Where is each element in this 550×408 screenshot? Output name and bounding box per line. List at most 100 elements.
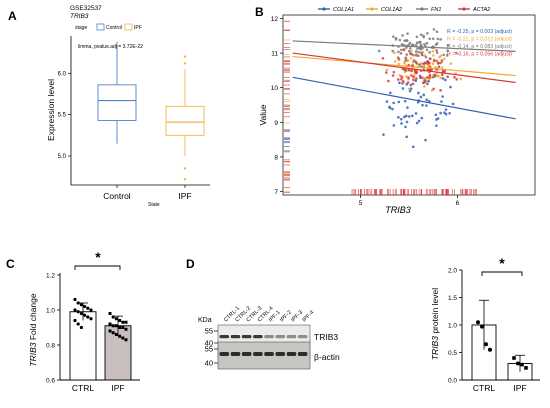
scatter-point-col1a1 xyxy=(443,78,447,82)
data-point-ctrl xyxy=(73,297,77,302)
scatter-point-col1a2 xyxy=(405,75,408,79)
scatter-point-fn1 xyxy=(419,33,423,36)
plot-frame-b xyxy=(282,14,536,196)
scatter-point-col1a1 xyxy=(434,113,438,117)
scatter-point-acta2 xyxy=(397,58,401,61)
scatter-point-fn1 xyxy=(414,43,418,47)
limma-annotation: limma, pvalue.adj = 3.72E-22 xyxy=(78,44,143,50)
y-tick-label-d: 1.5 xyxy=(448,295,457,302)
scatter-point-col1a2 xyxy=(393,51,396,55)
data-point-ctrl xyxy=(79,303,83,307)
scatter-point-col1a1 xyxy=(409,83,413,87)
data-point-ipf xyxy=(520,362,524,367)
legend-key-dot-acta2 xyxy=(462,7,466,11)
scatter-point-fn1 xyxy=(400,48,403,52)
ticks-b: 7 8 9 10 11 12 5 6 xyxy=(271,16,460,207)
x-tick-label-d: IPF xyxy=(513,383,526,393)
legend-key-dot-col1a1 xyxy=(322,7,326,11)
box-ipf xyxy=(165,105,205,136)
scatter-point-col1a1 xyxy=(422,93,426,97)
scatter-point-acta2 xyxy=(401,79,405,83)
lane-labels: CTRL-1CTRL-2CTRL-3CTRL-4IPF-1IPF-2IPF-3I… xyxy=(223,306,315,324)
scatter-point-fn1 xyxy=(428,37,432,41)
scatter-point-col1a2 xyxy=(410,49,413,53)
scatter-point-col1a1 xyxy=(385,100,389,103)
fit-line-fn1 xyxy=(292,40,516,52)
scatter-point-col1a1 xyxy=(419,95,423,99)
scatter-point-fn1 xyxy=(455,51,458,55)
scatter-point-acta2 xyxy=(410,74,413,77)
scatter-point-fn1 xyxy=(401,34,404,37)
y-axis-title-d-gene: TRIB3 xyxy=(430,336,440,360)
legend-key-dot-col1a2 xyxy=(370,7,374,11)
data-point-ctrl xyxy=(484,342,488,347)
x-tick-label-c: CTRL xyxy=(72,383,94,393)
band-beta-actin xyxy=(264,352,274,356)
scatter-point-fn1 xyxy=(394,38,398,41)
scatter-point-acta2 xyxy=(437,65,441,69)
data-point-ipf xyxy=(118,326,122,329)
scatter-point-fn1 xyxy=(435,30,439,33)
scatter-point-acta2 xyxy=(415,77,418,80)
scatter-point-fn1 xyxy=(417,54,420,58)
data-point-ipf xyxy=(111,331,115,335)
fit-lines-b xyxy=(292,40,516,120)
scatter-point-col1a1 xyxy=(435,118,438,121)
fit-line-acta2 xyxy=(292,52,516,84)
legend-label-fn1: FN1 xyxy=(431,7,441,13)
scatter-point-acta2 xyxy=(433,58,436,62)
scatter-point-col1a2 xyxy=(423,85,426,88)
y-tick-label-a: 5.5 xyxy=(58,113,67,119)
scatter-point-acta2 xyxy=(412,78,415,82)
data-point-ipf xyxy=(114,317,118,321)
scatter-point-col1a2 xyxy=(432,54,435,57)
scatter-point-col1a1 xyxy=(439,111,442,115)
scatter-point-col1a1 xyxy=(417,91,420,95)
kda-marker-label: 40 xyxy=(205,339,213,348)
band-beta-actin xyxy=(230,352,241,356)
scatter-point-acta2 xyxy=(406,81,410,84)
scatter-point-fn1 xyxy=(422,35,426,39)
scatter-point-col1a1 xyxy=(400,117,403,121)
fit-line-col1a2 xyxy=(292,55,516,77)
y-axis-title-a: Expression level xyxy=(46,79,56,141)
scatter-point-col1a1 xyxy=(392,101,395,105)
legend-key-control xyxy=(96,23,105,31)
scatter-point-col1a1 xyxy=(421,103,424,107)
scatter-point-col1a1 xyxy=(388,106,392,110)
box-control xyxy=(97,84,137,121)
scatter-point-fn1 xyxy=(404,58,408,62)
band-trib3 xyxy=(275,335,285,339)
scatter-point-fn1 xyxy=(445,54,449,57)
scatter-point-col1a2 xyxy=(431,49,435,53)
x-tick-label-d: CTRL xyxy=(473,383,495,393)
fit-line-col1a1 xyxy=(292,76,516,120)
scatter-point-col1a2 xyxy=(440,66,444,69)
scatter-point-fn1 xyxy=(416,47,419,50)
scatter-point-acta2 xyxy=(396,78,400,81)
scatter-point-col1a1 xyxy=(440,100,443,103)
scatter-point-col1a2 xyxy=(439,76,442,80)
scatter-point-acta2 xyxy=(428,61,431,65)
scatter-point-col1a1 xyxy=(391,107,394,111)
band-trib3 xyxy=(264,335,274,339)
band-label-beta-actin: β-actin xyxy=(314,352,340,362)
scatter-point-fn1 xyxy=(439,38,443,41)
data-point-ctrl xyxy=(73,308,77,312)
data-point-ipf xyxy=(124,320,128,324)
y-tick-label-d: 0.5 xyxy=(448,350,457,357)
data-point-ipf xyxy=(114,324,118,328)
data-point-ctrl xyxy=(76,322,80,326)
scatter-point-col1a1 xyxy=(448,111,451,115)
scatter-point-acta2 xyxy=(392,70,396,74)
band-trib3 xyxy=(297,335,308,339)
scatter-point-fn1 xyxy=(428,51,431,54)
scatter-point-acta2 xyxy=(391,74,395,77)
band-trib3 xyxy=(219,335,229,339)
scatter-point-col1a1 xyxy=(403,99,407,103)
scatter-point-acta2 xyxy=(407,68,411,72)
scatter-point-fn1 xyxy=(425,41,429,45)
scatter-point-fn1 xyxy=(412,60,415,63)
bar-ctrl xyxy=(69,311,97,381)
scatter-point-acta2 xyxy=(428,76,432,79)
